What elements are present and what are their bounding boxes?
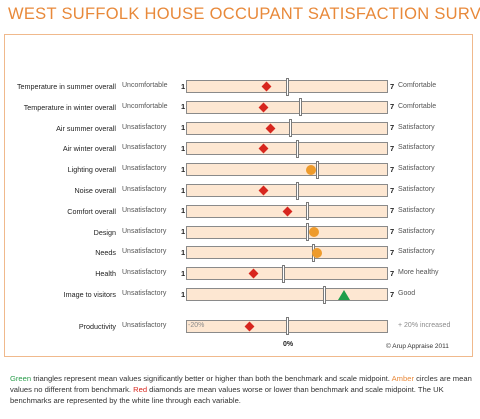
scale-max-label: 7: [390, 289, 395, 299]
productivity-zero-label: 0%: [283, 341, 294, 348]
row-low-label: Unsatisfactory: [122, 206, 167, 214]
row-label: Air winter overall: [62, 144, 116, 154]
row-low-label: Unsatisfactory: [122, 290, 167, 297]
row-track: [186, 142, 388, 156]
scale-max-label: 7: [390, 123, 395, 133]
row-low-label: Uncomfortable: [122, 82, 168, 89]
scale-min-label: 1: [181, 143, 186, 153]
row-low-label: Unsatisfactory: [122, 227, 167, 235]
scale-max-label: 7: [390, 164, 395, 174]
scale-max-label: 7: [390, 268, 395, 278]
scale-max-label: 7: [390, 102, 395, 112]
row-label: Comfort overall: [67, 206, 116, 216]
row-low-label: Unsatisfactory: [122, 186, 167, 193]
caption-amber-word: Amber: [391, 374, 414, 383]
row-high-label: Satisfactory: [398, 206, 435, 214]
row-label: Air summer overall: [56, 123, 116, 133]
row-high-label: Satisfactory: [398, 165, 435, 173]
row-low-label: Unsatisfactory: [122, 123, 167, 131]
row-high-label: Satisfactory: [398, 186, 435, 193]
productivity-low-label: Unsatisfactory: [122, 321, 167, 329]
row-track: [186, 288, 388, 301]
scale-min-label: 1: [181, 268, 186, 278]
row-high-label: Comfortable: [398, 82, 437, 89]
mean-circle-marker: [305, 164, 316, 175]
scale-max-label: 7: [390, 143, 395, 153]
scale-min-label: 1: [181, 206, 186, 216]
benchmark-line: [322, 285, 326, 304]
row-low-label: Unsatisfactory: [122, 248, 167, 256]
row-track: [186, 184, 388, 197]
row-high-label: Satisfactory: [398, 248, 435, 256]
row-track: [186, 267, 388, 281]
row-high-label: Satisfactory: [398, 144, 435, 152]
scale-min-label: 1: [181, 164, 186, 174]
row-label: Health: [95, 269, 116, 279]
caption-green-text: triangles represent mean values signific…: [31, 374, 392, 383]
benchmark-line: [288, 119, 292, 138]
mean-circle-marker: [308, 227, 319, 238]
row-label: Noise overall: [74, 186, 116, 195]
row-high-label: Satisfactory: [398, 123, 435, 131]
chart-title: WEST SUFFOLK HOUSE OCCUPANT SATISFACTION…: [8, 5, 480, 23]
caption-red-text: diamonds are mean values worse or lower …: [10, 385, 444, 405]
row-low-label: Unsatisfactory: [122, 165, 167, 173]
scale-max-label: 7: [390, 227, 395, 237]
row-low-label: Uncomfortable: [122, 102, 168, 110]
benchmark-line: [282, 264, 286, 283]
row-high-label: Satisfactory: [398, 227, 435, 235]
chart-caption: Green triangles represent mean values si…: [10, 373, 472, 406]
productivity-benchmark-line: [285, 317, 289, 335]
scale-min-label: 1: [181, 185, 186, 195]
productivity-max-label: + 20% increased: [398, 321, 451, 329]
row-track: [186, 163, 388, 177]
scale-min-label: 1: [181, 289, 186, 299]
row-track: [186, 225, 388, 239]
row-track: [186, 100, 388, 114]
benchmark-line: [305, 223, 309, 242]
benchmark-line: [295, 181, 299, 200]
scale-max-label: 7: [390, 206, 395, 216]
benchmark-line: [298, 98, 302, 117]
productivity-label: Productivity: [78, 321, 116, 331]
caption-amber-text: circles are mean values no different fro…: [10, 374, 472, 394]
row-track: [186, 246, 388, 260]
mean-triangle-marker: [338, 289, 351, 300]
row-high-label: Comfortable: [398, 102, 437, 110]
row-label: Temperature in winter overall: [23, 102, 116, 112]
scale-min-label: 1: [181, 227, 186, 237]
scale-min-label: 1: [181, 81, 186, 91]
row-track: [186, 121, 388, 135]
row-low-label: Unsatisfactory: [122, 269, 167, 277]
row-label: Design: [93, 227, 116, 237]
scale-max-label: 7: [390, 247, 395, 257]
scale-max-label: 7: [390, 185, 395, 195]
benchmark-line: [295, 139, 299, 158]
productivity-min-label: -20%: [188, 321, 205, 329]
row-low-label: Unsatisfactory: [122, 144, 167, 152]
benchmark-line: [305, 202, 309, 221]
row-label: Lighting overall: [67, 165, 116, 175]
row-label: Temperature in summer overall: [16, 82, 116, 91]
mean-circle-marker: [312, 247, 323, 258]
row-label: Needs: [95, 248, 116, 258]
row-label: Image to visitors: [63, 290, 116, 299]
benchmark-line: [315, 160, 319, 179]
copyright-credit: © Arup Appraise 2011: [386, 343, 449, 350]
scale-min-label: 1: [181, 123, 186, 133]
row-high-label: Good: [398, 290, 416, 297]
benchmark-line: [285, 77, 289, 96]
scale-max-label: 7: [390, 81, 395, 91]
caption-red-word: Red: [133, 385, 148, 394]
caption-green-word: Green: [10, 374, 32, 383]
scale-min-label: 1: [181, 247, 186, 257]
row-high-label: More healthy: [398, 269, 439, 277]
scale-min-label: 1: [181, 102, 186, 112]
